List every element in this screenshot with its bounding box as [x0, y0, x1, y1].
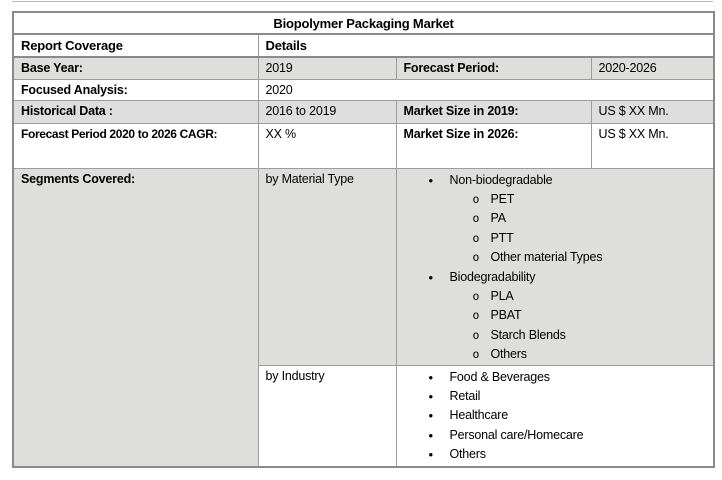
list-item: PTT	[397, 229, 713, 248]
list-item-label: Others	[449, 447, 487, 462]
report-coverage-table: Biopolymer Packaging Market Report Cover…	[12, 11, 716, 469]
segment-group-material-type: by Material Type	[257, 167, 397, 366]
table-row: Historical Data : 2016 to 2019 Market Si…	[12, 99, 715, 124]
bullet-icon	[429, 368, 433, 388]
table-row: Report Coverage Details	[12, 33, 715, 58]
list-item: Healthcare	[397, 406, 713, 426]
cagr-label: Forecast Period 2020 to 2026 CAGR:	[12, 122, 259, 169]
market-size-2019-label: Market Size in 2019:	[395, 99, 592, 124]
bullet-icon	[429, 406, 433, 426]
circle-bullet-icon	[473, 306, 480, 325]
list-item-label: PA	[490, 211, 507, 226]
header-report-coverage: Report Coverage	[12, 33, 259, 58]
bullet-icon	[429, 426, 433, 446]
circle-bullet-icon	[473, 287, 480, 306]
market-size-2026-label: Market Size in 2026:	[395, 122, 592, 169]
market-size-2026-value: US $ XX Mn.	[590, 122, 715, 169]
bullet-icon	[429, 268, 433, 288]
bullet-icon	[429, 171, 433, 191]
cagr-value: XX %	[257, 122, 397, 169]
forecast-period-value: 2020-2026	[590, 56, 715, 80]
list-item-label: Food & Beverages	[449, 369, 551, 384]
list-item-label: PLA	[490, 288, 514, 303]
industry-list-cell: Food & Beverages Retail Healthcare Perso…	[395, 364, 715, 468]
list-item-label: Others	[490, 347, 528, 362]
material-type-list: Non-biodegradable PET PA PTT Other mater…	[397, 169, 713, 364]
focused-analysis-value: 2020	[257, 78, 715, 101]
list-item: Biodegradability	[397, 268, 713, 288]
table-row: Segments Covered: by Material Type Non-b…	[12, 167, 715, 468]
list-item: Retail	[397, 387, 713, 407]
list-item: Others	[397, 345, 713, 364]
list-item: PET	[397, 190, 713, 209]
bullet-icon	[429, 445, 433, 465]
table-title: Biopolymer Packaging Market	[12, 11, 715, 35]
circle-bullet-icon	[473, 345, 480, 364]
list-item-label: PET	[490, 191, 515, 206]
list-item-label: Other material Types	[490, 250, 603, 265]
list-item-label: PBAT	[490, 308, 522, 323]
list-item-label: Non-biodegradable	[449, 172, 553, 187]
list-item-label: Healthcare	[449, 408, 509, 423]
circle-bullet-icon	[473, 326, 480, 345]
segment-group-industry: by Industry	[257, 364, 397, 468]
list-item-label: Starch Blends	[490, 327, 566, 342]
list-item-label: Retail	[449, 388, 481, 403]
list-item: PA	[397, 209, 713, 228]
segments-covered-label: Segments Covered:	[12, 167, 259, 468]
list-item: Food & Beverages	[397, 368, 713, 388]
list-item-label: PTT	[490, 230, 514, 245]
table-row: Base Year: 2019 Forecast Period: 2020-20…	[12, 56, 715, 80]
list-item: Starch Blends	[397, 326, 713, 345]
list-item-label: Personal care/Homecare	[449, 427, 584, 442]
bullet-icon	[429, 387, 433, 407]
circle-bullet-icon	[473, 190, 480, 209]
circle-bullet-icon	[473, 229, 480, 248]
list-item: PBAT	[397, 306, 713, 325]
historical-data-value: 2016 to 2019	[257, 99, 397, 124]
base-year-label: Base Year:	[12, 56, 259, 80]
table-row: Biopolymer Packaging Market	[12, 11, 715, 35]
material-type-list-cell: Non-biodegradable PET PA PTT Other mater…	[395, 167, 715, 366]
circle-bullet-icon	[473, 248, 480, 267]
table-row: Focused Analysis: 2020	[12, 78, 715, 101]
market-size-2019-value: US $ XX Mn.	[590, 99, 715, 124]
list-item: Non-biodegradable	[397, 171, 713, 191]
list-item: Other material Types	[397, 248, 713, 267]
table-row: by Industry Food & Beverages Retail Heal…	[13, 364, 715, 468]
base-year-value: 2019	[257, 56, 397, 80]
historical-data-label: Historical Data :	[12, 99, 259, 124]
list-item-label: Biodegradability	[449, 269, 536, 284]
focused-analysis-label: Focused Analysis:	[12, 78, 259, 101]
list-item: Others	[397, 445, 713, 465]
page-top-divider	[12, 1, 713, 2]
circle-bullet-icon	[473, 209, 480, 228]
header-details: Details	[257, 33, 715, 58]
list-item: PLA	[397, 287, 713, 306]
forecast-period-label: Forecast Period:	[395, 56, 592, 80]
table-row: Forecast Period 2020 to 2026 CAGR: XX % …	[12, 122, 715, 169]
industry-list: Food & Beverages Retail Healthcare Perso…	[397, 366, 713, 465]
list-item: Personal care/Homecare	[397, 426, 713, 446]
